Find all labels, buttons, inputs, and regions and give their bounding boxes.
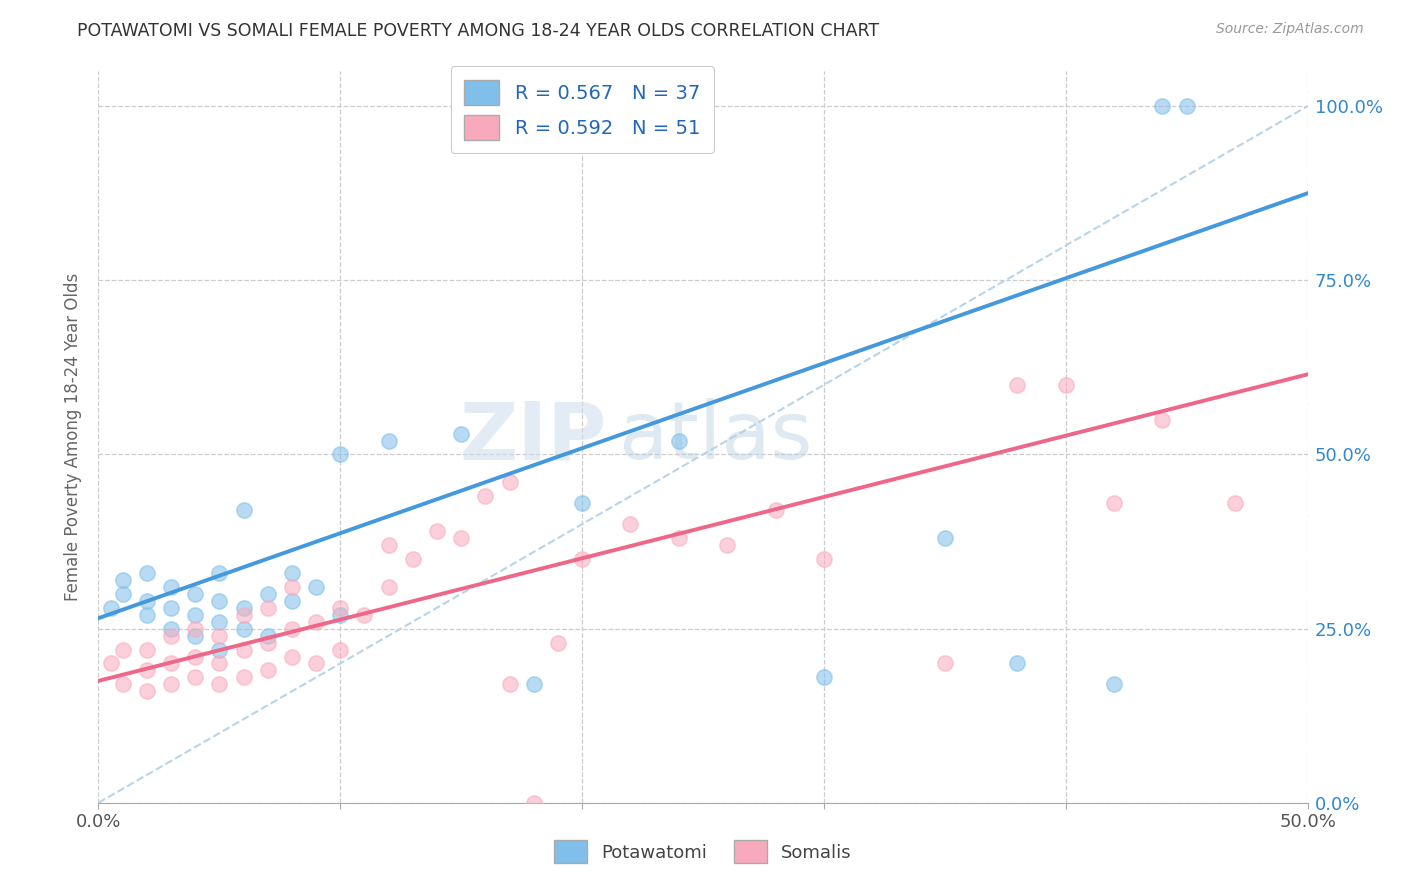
Point xyxy=(1007,377,1029,392)
Point xyxy=(160,600,183,615)
Point xyxy=(135,664,157,678)
Text: ZIP: ZIP xyxy=(458,398,606,476)
Point xyxy=(111,642,134,657)
Point xyxy=(232,503,254,517)
Point xyxy=(281,580,304,594)
Point xyxy=(208,594,231,608)
Point xyxy=(281,566,304,580)
Point xyxy=(934,657,956,671)
Point xyxy=(135,684,157,698)
Point xyxy=(813,670,835,684)
Point xyxy=(160,677,183,691)
Point xyxy=(232,622,254,636)
Point xyxy=(281,594,304,608)
Point xyxy=(208,629,231,643)
Point xyxy=(934,531,956,545)
Point xyxy=(571,496,593,510)
Point xyxy=(281,622,304,636)
Point xyxy=(232,670,254,684)
Point xyxy=(1152,412,1174,426)
Point xyxy=(402,552,425,566)
Point xyxy=(135,607,157,622)
Point xyxy=(256,600,278,615)
Point xyxy=(256,664,278,678)
Point xyxy=(208,566,231,580)
Y-axis label: Female Poverty Among 18-24 Year Olds: Female Poverty Among 18-24 Year Olds xyxy=(63,273,82,601)
Legend: Potawatomi, Somalis: Potawatomi, Somalis xyxy=(544,830,862,874)
Point xyxy=(256,587,278,601)
Point xyxy=(1175,99,1198,113)
Point xyxy=(450,531,472,545)
Point xyxy=(184,670,207,684)
Point xyxy=(208,677,231,691)
Point xyxy=(100,600,122,615)
Point xyxy=(498,475,520,490)
Point xyxy=(256,635,278,649)
Point xyxy=(377,434,399,448)
Point xyxy=(668,531,690,545)
Point xyxy=(184,622,207,636)
Point xyxy=(619,517,641,532)
Point xyxy=(547,635,569,649)
Point xyxy=(160,657,183,671)
Point xyxy=(184,607,207,622)
Point xyxy=(184,649,207,664)
Point xyxy=(208,615,231,629)
Point xyxy=(329,607,352,622)
Point xyxy=(160,629,183,643)
Point xyxy=(765,503,787,517)
Point xyxy=(716,538,738,552)
Point xyxy=(232,600,254,615)
Point xyxy=(1102,496,1125,510)
Point xyxy=(256,629,278,643)
Point xyxy=(813,552,835,566)
Point xyxy=(1152,99,1174,113)
Point xyxy=(450,426,472,441)
Point xyxy=(498,677,520,691)
Point xyxy=(305,580,328,594)
Point xyxy=(1054,377,1077,392)
Point xyxy=(377,538,399,552)
Point xyxy=(111,573,134,587)
Text: atlas: atlas xyxy=(619,398,813,476)
Point xyxy=(1223,496,1246,510)
Point xyxy=(111,587,134,601)
Point xyxy=(1007,657,1029,671)
Text: POTAWATOMI VS SOMALI FEMALE POVERTY AMONG 18-24 YEAR OLDS CORRELATION CHART: POTAWATOMI VS SOMALI FEMALE POVERTY AMON… xyxy=(77,22,880,40)
Point xyxy=(571,552,593,566)
Point xyxy=(160,622,183,636)
Point xyxy=(281,649,304,664)
Point xyxy=(377,580,399,594)
Point xyxy=(305,615,328,629)
Point xyxy=(668,434,690,448)
Point xyxy=(160,580,183,594)
Point xyxy=(305,657,328,671)
Point xyxy=(135,566,157,580)
Point xyxy=(111,677,134,691)
Point xyxy=(184,587,207,601)
Point xyxy=(329,600,352,615)
Point xyxy=(208,642,231,657)
Point xyxy=(135,642,157,657)
Point xyxy=(329,642,352,657)
Point xyxy=(523,677,546,691)
Point xyxy=(135,594,157,608)
Point xyxy=(100,657,122,671)
Legend: R = 0.567   N = 37, R = 0.592   N = 51: R = 0.567 N = 37, R = 0.592 N = 51 xyxy=(450,66,714,153)
Point xyxy=(208,657,231,671)
Point xyxy=(232,642,254,657)
Text: Source: ZipAtlas.com: Source: ZipAtlas.com xyxy=(1216,22,1364,37)
Point xyxy=(474,489,496,503)
Point xyxy=(232,607,254,622)
Point xyxy=(353,607,375,622)
Point xyxy=(329,448,352,462)
Point xyxy=(184,629,207,643)
Point xyxy=(1102,677,1125,691)
Point xyxy=(523,796,546,810)
Point xyxy=(426,524,449,538)
